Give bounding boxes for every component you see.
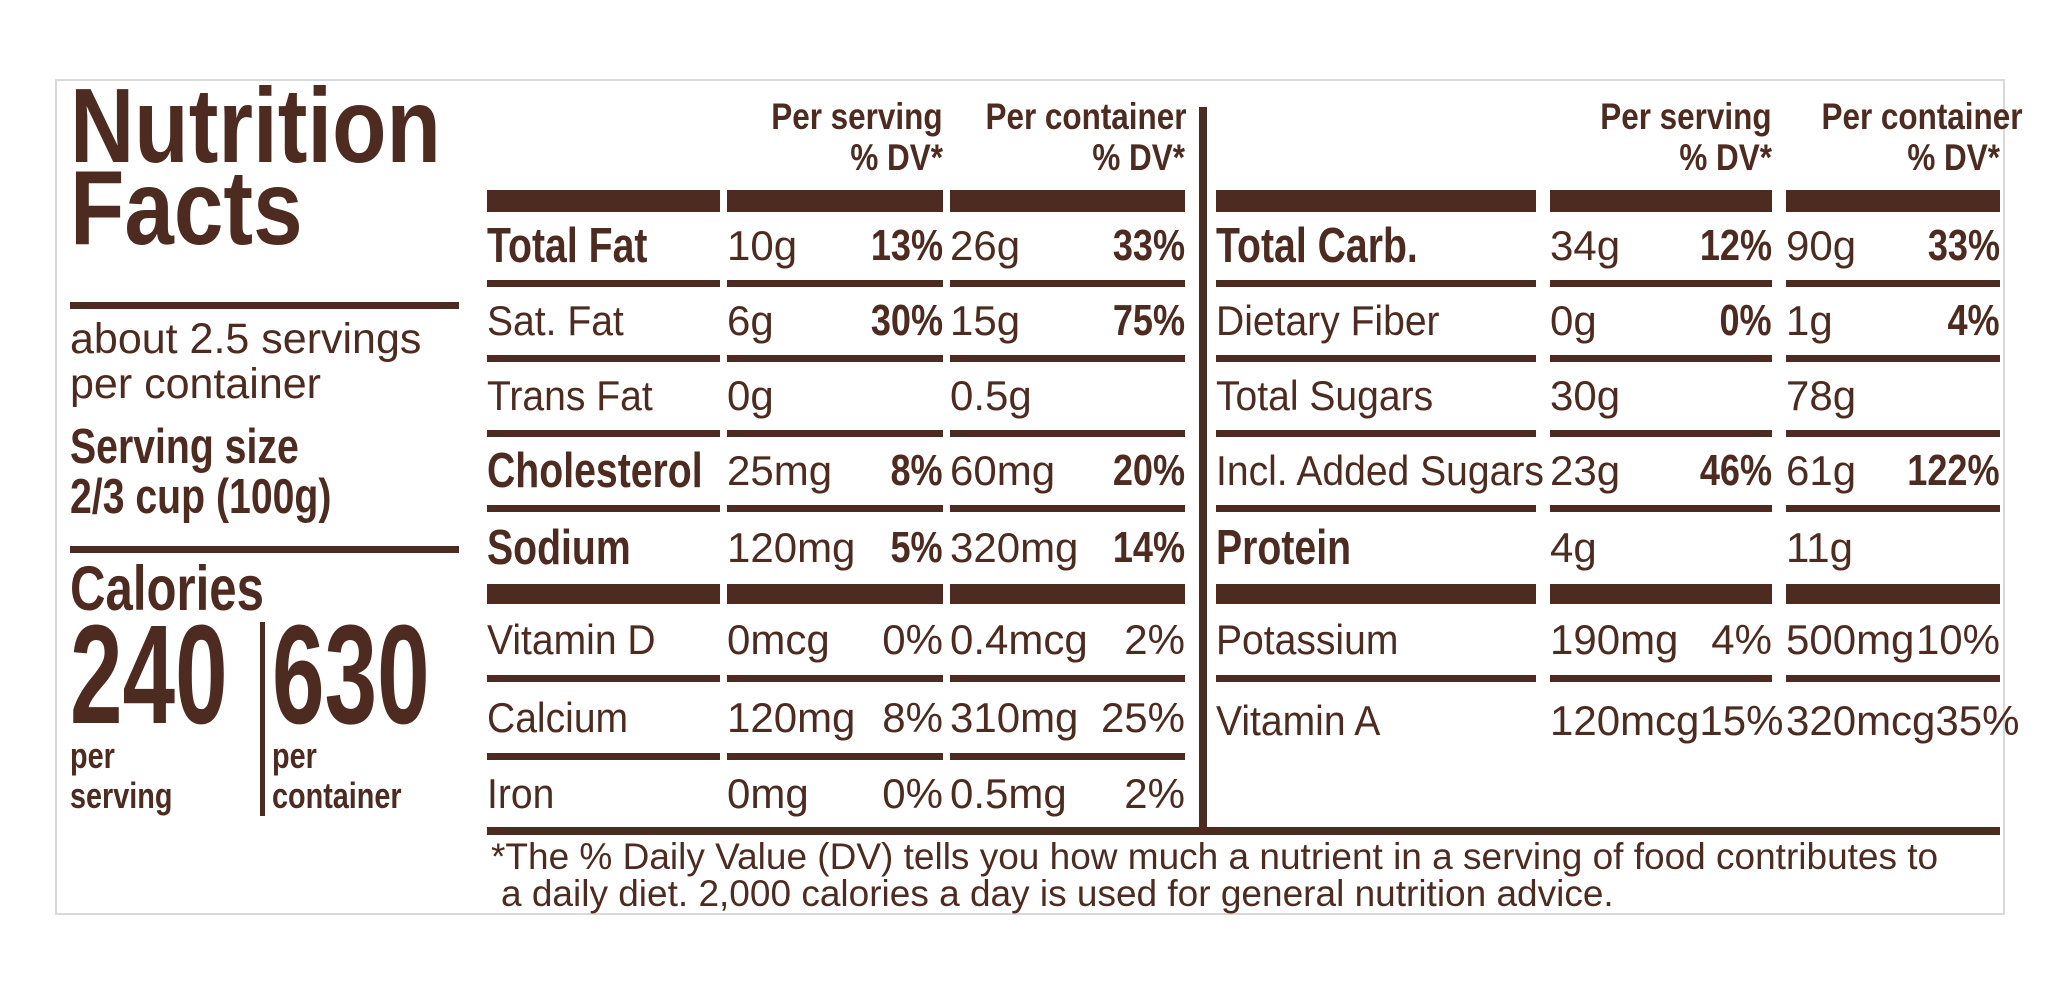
header-spacer	[487, 178, 720, 190]
label-title-line2: Facts	[70, 149, 303, 267]
nutrient-name: Sat. Fat	[487, 297, 624, 344]
per-serving-header: Per serving % DV*	[771, 96, 943, 178]
tables-vertical-divider	[1199, 107, 1207, 827]
nutrition-facts-label: Nutrition Facts about 2.5 servings per c…	[55, 67, 2023, 915]
label-title: Nutrition Facts	[70, 67, 512, 267]
header-spacer	[1216, 178, 1536, 190]
nutrients-table-left: Per serving % DV* Per container % DV* To…	[487, 81, 1187, 827]
per-container-header: Per container % DV*	[985, 96, 1187, 178]
thick-bar	[487, 584, 1185, 604]
calories-per-container-caption: per container	[272, 735, 402, 816]
serving-size: Serving size 2/3 cup (100g)	[70, 422, 397, 522]
label-title-line1: Nutrition	[70, 67, 441, 185]
thick-bar	[1216, 584, 2000, 604]
table-row-trans-fat: Trans Fat 0g 0.5g	[487, 362, 1185, 437]
table-header: Per serving % DV* Per container % DV*	[487, 81, 1187, 190]
per-container-header: Per container % DV*	[1821, 96, 2023, 178]
bottom-thick-bar	[487, 827, 2000, 835]
divider-rule	[70, 302, 459, 309]
nutrients-table-right: Per serving % DV* Per container % DV* To…	[1216, 81, 2023, 827]
servings-per-container: about 2.5 servings per container	[70, 317, 421, 407]
calories-divider-line	[260, 622, 265, 816]
table-row-potassium: Potassium 190mg 4% 500mg 10%	[1216, 604, 2000, 682]
table-row-vitamin-d: Vitamin D 0mcg 0% 0.4mcg 2%	[487, 604, 1185, 682]
nutrient-name: Total Sugars	[1216, 372, 1434, 419]
servings-line2: per container	[70, 360, 321, 408]
divider-rule	[70, 546, 459, 553]
nutrient-name: Potassium	[1216, 615, 1399, 663]
nutrient-name: Protein	[1216, 521, 1352, 575]
nutrient-name: Dietary Fiber	[1216, 297, 1440, 344]
thick-bar	[1216, 190, 2000, 212]
table-row-total-fat: Total Fat 10g 13% 26g 33%	[487, 212, 1185, 287]
table-row-protein: Protein 4g 11g	[1216, 521, 1853, 575]
table-row-sodium: Sodium 120mg 5% 320mg 14%	[487, 521, 1185, 575]
nutrient-name: Total Carb.	[1216, 219, 1418, 273]
calories-per-serving-value: 240	[70, 595, 228, 753]
calories-per-serving-caption: per serving	[70, 735, 173, 816]
nutrient-name: Total Fat	[487, 219, 648, 273]
nutrient-name: Calcium	[487, 693, 629, 741]
servings-line1: about 2.5 servings	[70, 315, 422, 363]
table-row-dietary-fiber: Dietary Fiber 0g 0% 1g 4%	[1216, 287, 2000, 362]
nutrient-name: Trans Fat	[487, 372, 653, 419]
calories-per-container-value: 630	[272, 595, 430, 753]
nutrient-name: Incl. Added Sugars	[1216, 447, 1544, 494]
table-row-vitamin-a: Vitamin A 120mcg 15% 320mcg 35%	[1216, 697, 2020, 744]
serving-size-value: 2/3 cup (100g)	[70, 470, 332, 524]
daily-value-footnote: *The % Daily Value (DV) tells you how mu…	[491, 838, 2011, 912]
table-row-calcium: Calcium 120mg 8% 310mg 25%	[487, 682, 1185, 760]
table-header: Per serving % DV* Per container % DV*	[1216, 81, 2023, 190]
serving-size-label: Serving size	[70, 420, 299, 474]
table-row-added-sugars: Incl. Added Sugars 23g 46% 61g 122%	[1216, 437, 2000, 512]
nutrient-name: Vitamin D	[487, 615, 656, 663]
table-row-total-carb: Total Carb. 34g 12% 90g 33%	[1216, 212, 2000, 287]
footnote-line1: *The % Daily Value (DV) tells you how mu…	[491, 836, 1939, 877]
table-row-iron: Iron 0mg 0% 0.5mg 2%	[487, 769, 1185, 817]
table-row-blank	[1216, 760, 2000, 827]
footnote-line2: a daily diet. 2,000 calories a day is us…	[501, 873, 1614, 914]
nutrient-name: Cholesterol	[487, 444, 703, 498]
table-row-sat-fat: Sat. Fat 6g 30% 15g 75%	[487, 287, 1185, 362]
per-serving-header: Per serving % DV*	[1600, 96, 1772, 178]
nutrient-name: Iron	[487, 769, 555, 817]
nutrient-name: Sodium	[487, 521, 631, 575]
table-row-total-sugars: Total Sugars 30g 78g	[1216, 362, 2000, 437]
calories-label: Calories	[70, 554, 264, 624]
thick-bar	[487, 190, 1185, 212]
table-row-cholesterol: Cholesterol 25mg 8% 60mg 20%	[487, 437, 1185, 512]
nutrient-name: Vitamin A	[1216, 697, 1381, 744]
